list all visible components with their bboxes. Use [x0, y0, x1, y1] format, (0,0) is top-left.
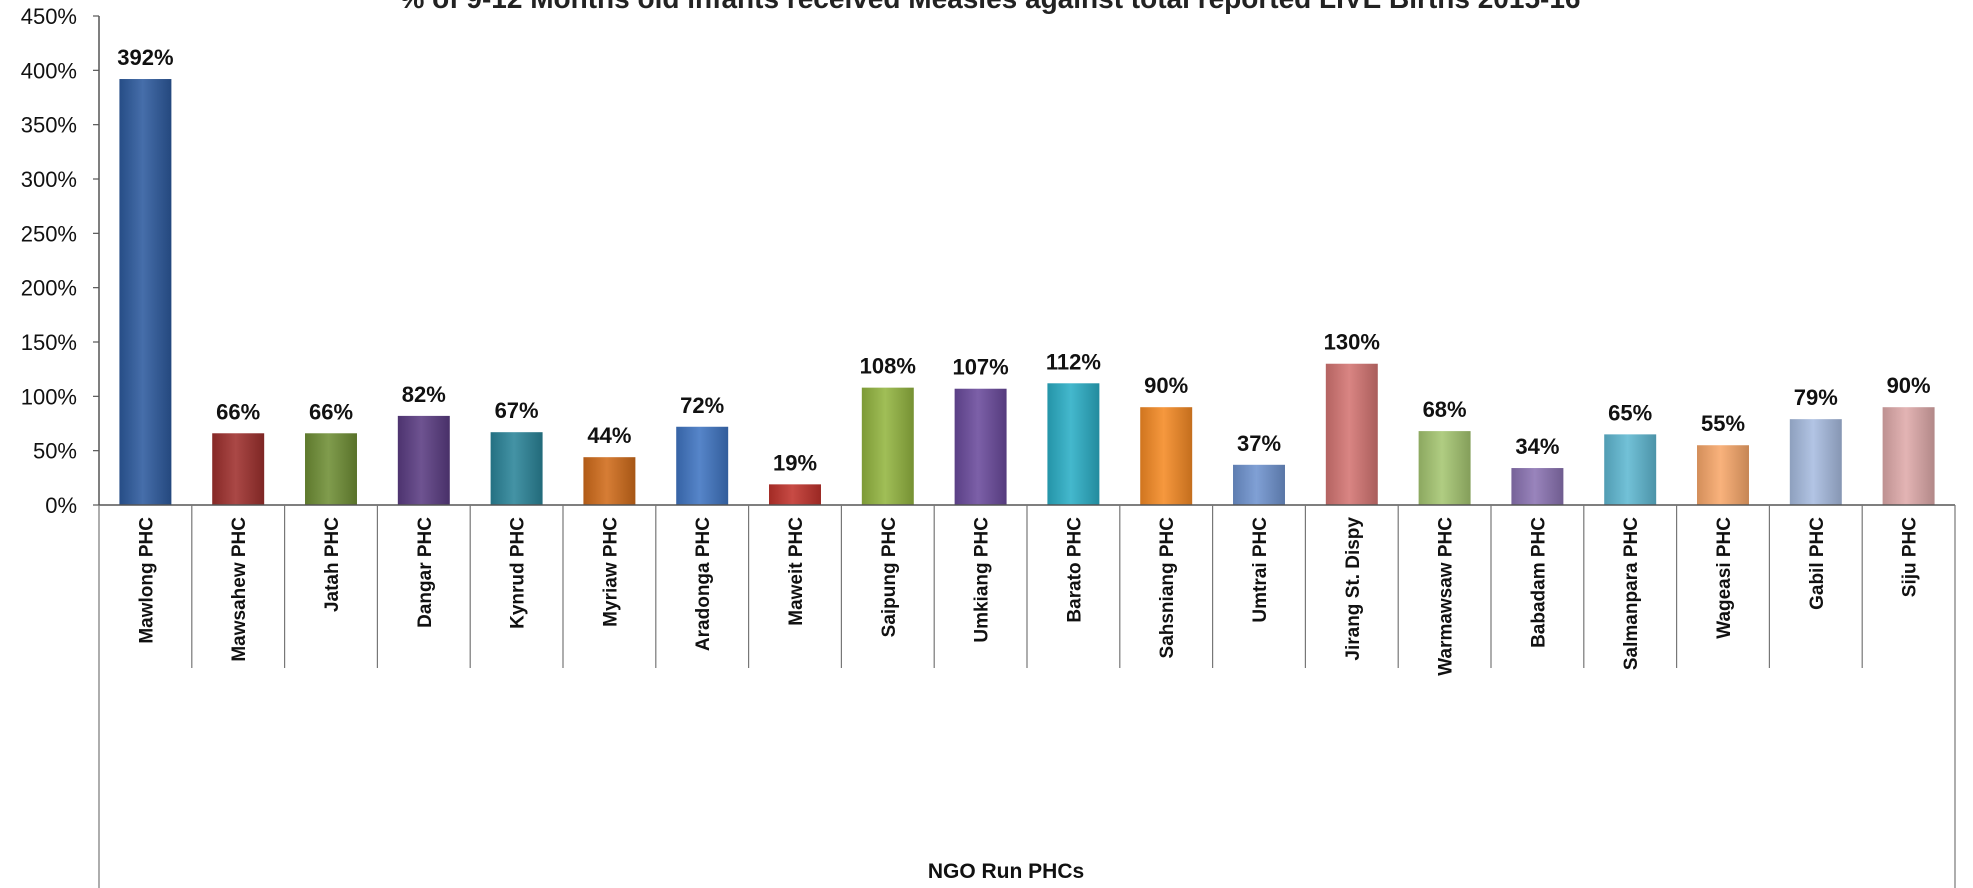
data-label: 65% [1608, 400, 1652, 425]
bar-16 [1604, 434, 1657, 505]
bar-12 [1233, 464, 1285, 505]
data-label: 130% [1324, 330, 1380, 355]
bar-1 [212, 433, 265, 505]
data-label: 107% [952, 355, 1008, 380]
x-category-label: Saipung PHC [879, 517, 900, 638]
bar-14 [1418, 431, 1471, 505]
x-category-label: Wageasi PHC [1714, 517, 1735, 639]
data-label: 66% [216, 399, 260, 424]
bar-0 [119, 79, 172, 505]
bar-8 [861, 387, 914, 505]
data-label: 112% [1046, 349, 1101, 374]
bar-7 [769, 484, 821, 505]
data-label: 67% [495, 398, 539, 423]
bar-6 [676, 426, 729, 505]
y-tick-label: 150% [21, 330, 77, 355]
y-tick-label: 350% [21, 113, 77, 138]
x-category-label: Jatah PHC [322, 517, 343, 612]
x-category-label: Umtrai PHC [1250, 517, 1271, 623]
bar-4 [490, 432, 543, 505]
bar-10 [1047, 383, 1100, 505]
x-group-label: NGO Run PHCs [928, 860, 1084, 883]
data-label: 44% [587, 423, 631, 448]
data-label: 34% [1515, 434, 1559, 459]
bar-2 [305, 433, 357, 505]
x-category-label: Salmanpara PHC [1621, 517, 1642, 670]
y-tick-label: 100% [21, 384, 77, 409]
data-label: 392% [117, 45, 173, 70]
x-category-label: Maweit PHC [786, 517, 807, 626]
y-tick-label: 250% [21, 221, 77, 246]
data-label: 108% [860, 354, 916, 379]
y-tick-label: 200% [21, 276, 77, 301]
y-tick-label: 0% [45, 493, 77, 518]
y-tick-label: 300% [21, 167, 77, 192]
data-label: 72% [680, 393, 724, 418]
data-label: 90% [1144, 373, 1188, 398]
bar-15 [1511, 468, 1564, 505]
x-category-label: Myriaw PHC [600, 517, 621, 627]
x-category-label: Sahsniang PHC [1157, 517, 1178, 659]
bars [119, 79, 1935, 505]
y-tick-label: 50% [33, 439, 77, 464]
x-category-label: Jirang St. Dispy [1343, 517, 1364, 661]
x-category-label: Siju PHC [1900, 517, 1921, 598]
x-category-label: Mawsahew PHC [229, 517, 250, 662]
data-label: 82% [402, 382, 446, 407]
x-axis: Mawlong PHC Mawsahew PHC Jatah PHC Dangar P… [98, 504, 1956, 888]
y-tick-label: 450% [21, 4, 77, 29]
y-axis: 0% 50% 100% 150% 200% 250% 300% 350% 400% 450% [21, 4, 100, 518]
bar-11 [1140, 407, 1193, 505]
x-category-label: Kynrud PHC [508, 517, 529, 629]
bar-9 [954, 388, 1007, 505]
data-label: 19% [773, 450, 817, 475]
data-label: 66% [309, 399, 353, 424]
x-category-label: Gabil PHC [1807, 517, 1828, 610]
data-label: 37% [1237, 431, 1281, 456]
bar-5 [583, 457, 636, 505]
bar-13 [1325, 363, 1378, 505]
data-label: 68% [1423, 397, 1467, 422]
x-category-label: Warmawsaw PHC [1436, 517, 1457, 676]
y-tick-label: 400% [21, 58, 77, 83]
value-labels: 392% 66% 66% 82% 67% 44% 72% 19% 108% 107% 112% 90%… [117, 45, 1930, 475]
bar-3 [397, 415, 450, 505]
x-category-label: Babadam PHC [1528, 517, 1549, 648]
data-label: 79% [1794, 385, 1838, 410]
bar-17 [1697, 445, 1749, 505]
x-category-label: Umkiang PHC [972, 517, 993, 643]
data-label: 90% [1887, 373, 1931, 398]
data-label: 55% [1701, 411, 1745, 436]
x-category-label: Dangar PHC [415, 517, 436, 628]
bar-18 [1789, 419, 1842, 505]
bar-19 [1882, 407, 1935, 505]
x-category-label: Mawlong PHC [136, 517, 157, 644]
x-category-label: Barato PHC [1064, 517, 1085, 623]
chart-title: % of 9-12 Months old infants received Me… [400, 0, 1581, 14]
x-category-label: Aradonga PHC [693, 517, 714, 651]
